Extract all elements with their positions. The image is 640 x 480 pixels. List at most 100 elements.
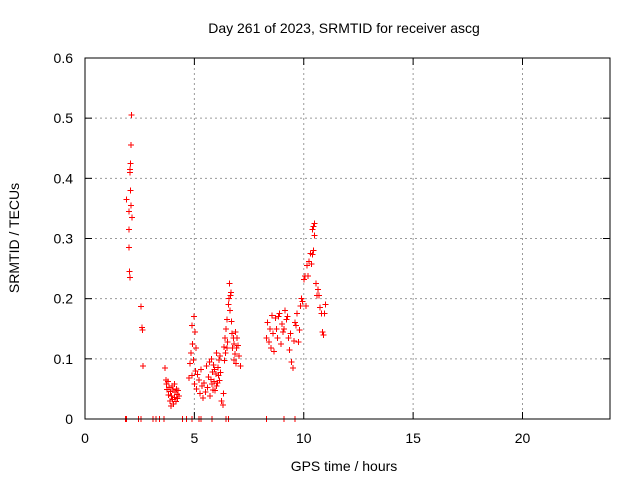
axis-layer: 0 5 10 15 20 0 0.1 0.2 0.3 0.4 0.5 0.6 bbox=[54, 50, 611, 446]
data-point bbox=[189, 372, 196, 379]
data-point bbox=[128, 112, 135, 119]
data-point bbox=[221, 357, 228, 364]
data-point bbox=[272, 314, 279, 321]
data-point bbox=[220, 343, 227, 350]
data-point bbox=[204, 384, 211, 391]
data-point bbox=[231, 340, 238, 347]
data-point bbox=[287, 330, 294, 337]
data-point bbox=[190, 313, 197, 320]
chart-title: Day 261 of 2023, SRMTID for receiver asc… bbox=[208, 20, 480, 36]
data-point bbox=[196, 390, 203, 397]
data-point bbox=[189, 340, 196, 347]
x-axis-tick-label: 15 bbox=[405, 430, 421, 446]
data-point bbox=[264, 319, 271, 326]
x-axis-tick-label: 10 bbox=[296, 430, 312, 446]
data-point bbox=[232, 360, 239, 367]
data-point bbox=[216, 377, 223, 384]
data-point bbox=[311, 232, 318, 239]
data-point bbox=[223, 325, 230, 332]
data-point bbox=[286, 346, 293, 353]
data-point bbox=[188, 349, 195, 356]
data-point bbox=[228, 318, 235, 325]
data-point bbox=[271, 348, 278, 355]
data-point bbox=[165, 391, 172, 398]
data-point bbox=[302, 302, 309, 309]
data-point bbox=[269, 312, 276, 319]
y-axis-label: SRMTID / TECUs bbox=[6, 183, 22, 293]
data-point bbox=[304, 262, 311, 269]
data-point bbox=[235, 342, 242, 349]
data-point bbox=[296, 326, 303, 333]
data-point bbox=[224, 338, 231, 345]
data-point bbox=[267, 345, 274, 352]
data-point bbox=[125, 226, 132, 233]
data-point bbox=[207, 376, 214, 383]
data-point bbox=[166, 397, 173, 404]
y-axis-tick-label: 0 bbox=[65, 411, 73, 427]
x-axis-tick-label: 0 bbox=[81, 430, 89, 446]
data-point bbox=[176, 393, 183, 400]
data-point bbox=[195, 376, 202, 383]
data-point bbox=[127, 202, 134, 209]
data-point bbox=[215, 372, 222, 379]
data-point bbox=[200, 394, 207, 401]
data-point bbox=[237, 363, 244, 370]
data-point bbox=[215, 364, 221, 371]
data-points-layer bbox=[122, 112, 329, 422]
data-point bbox=[283, 316, 290, 323]
y-axis-tick-label: 0.3 bbox=[54, 231, 74, 247]
data-point bbox=[139, 326, 146, 333]
y-axis-tick-label: 0.2 bbox=[54, 291, 74, 307]
data-point bbox=[129, 214, 136, 221]
data-point bbox=[219, 402, 226, 409]
data-point bbox=[213, 382, 220, 389]
data-point bbox=[211, 366, 218, 373]
data-point bbox=[125, 208, 132, 215]
data-point bbox=[202, 388, 209, 395]
data-point bbox=[225, 295, 232, 302]
data-point bbox=[227, 292, 234, 299]
data-point bbox=[126, 268, 133, 275]
data-point bbox=[276, 310, 283, 317]
data-point bbox=[226, 307, 233, 314]
y-axis-tick-label: 0.4 bbox=[54, 170, 74, 186]
data-point bbox=[285, 334, 292, 341]
data-point bbox=[279, 328, 286, 335]
data-point bbox=[215, 357, 222, 364]
data-point bbox=[310, 247, 317, 254]
data-point bbox=[226, 280, 233, 287]
data-point bbox=[223, 345, 230, 352]
data-point bbox=[282, 307, 289, 314]
data-point bbox=[137, 303, 144, 310]
y-axis-tick-label: 0.1 bbox=[54, 351, 74, 367]
data-point bbox=[207, 393, 214, 400]
data-point bbox=[218, 397, 225, 404]
data-point bbox=[270, 330, 277, 337]
x-axis-label: GPS time / hours bbox=[291, 458, 398, 474]
grid-layer bbox=[85, 58, 610, 419]
data-point bbox=[232, 328, 239, 335]
data-point bbox=[229, 330, 235, 337]
data-point bbox=[305, 272, 312, 279]
data-point bbox=[139, 363, 146, 370]
x-axis-tick-label: 20 bbox=[515, 430, 531, 446]
data-point bbox=[278, 320, 285, 327]
data-point bbox=[127, 187, 134, 194]
data-point bbox=[213, 349, 220, 356]
y-axis-tick-label: 0.6 bbox=[54, 50, 74, 66]
data-point bbox=[273, 325, 280, 332]
data-point bbox=[167, 388, 174, 395]
data-point bbox=[203, 363, 210, 370]
data-point bbox=[298, 295, 305, 302]
data-point bbox=[274, 334, 281, 341]
data-point bbox=[322, 301, 329, 308]
data-point bbox=[295, 338, 302, 345]
data-point bbox=[231, 351, 238, 358]
data-point bbox=[224, 316, 231, 323]
data-point bbox=[201, 379, 208, 386]
data-point bbox=[317, 304, 324, 311]
data-point bbox=[288, 358, 295, 365]
data-point bbox=[310, 223, 317, 230]
